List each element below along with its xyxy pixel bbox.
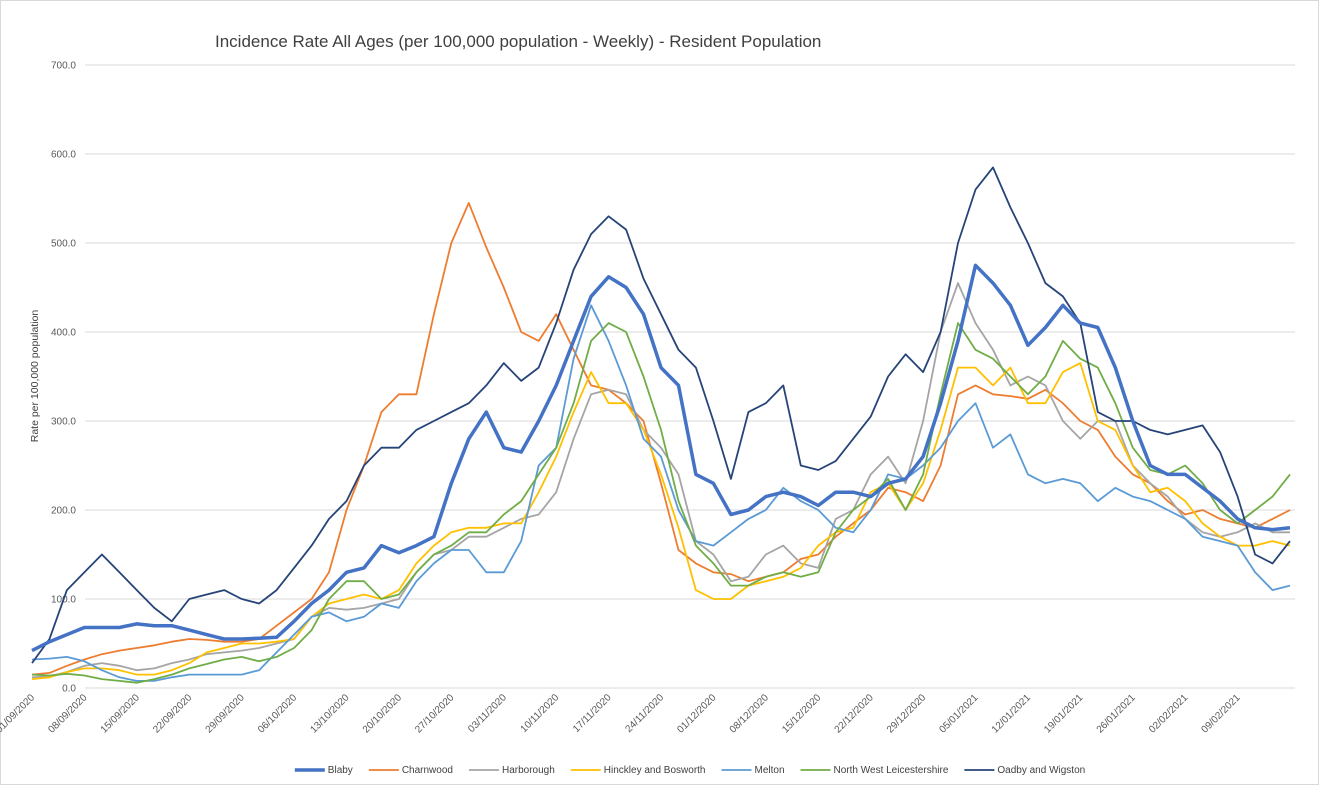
y-tick-label: 700.0: [51, 61, 76, 72]
y-axis-title: Rate per 100,000 population: [29, 310, 41, 443]
series-line: [31, 304, 1291, 682]
series-line: [31, 322, 1291, 684]
y-tick-label: 400.0: [51, 328, 76, 339]
legend-label: Blaby: [328, 765, 353, 776]
series-line: [31, 263, 1291, 653]
y-tick-label: 0.0: [62, 684, 76, 695]
legend-label: Oadby and Wigston: [997, 765, 1085, 776]
y-tick-label: 500.0: [51, 239, 76, 250]
y-tick-label: 300.0: [51, 417, 76, 428]
chart-title: Incidence Rate All Ages (per 100,000 pop…: [215, 32, 821, 51]
legend: Blaby Charnwood Harborough Hinckley and Bos…: [294, 765, 1085, 776]
legend-label: Melton: [755, 765, 785, 776]
series-line: [31, 362, 1291, 680]
y-tick-label: 200.0: [51, 506, 76, 517]
series-line: [31, 282, 1290, 679]
legend-label: Harborough: [502, 765, 555, 776]
legend-label: Hinckley and Bosworth: [604, 765, 706, 776]
y-tick-label: 600.0: [51, 150, 76, 161]
legend-label: Charnwood: [402, 765, 453, 776]
series-line: [31, 202, 1291, 676]
legend-label: North West Leicestershire: [834, 765, 949, 776]
